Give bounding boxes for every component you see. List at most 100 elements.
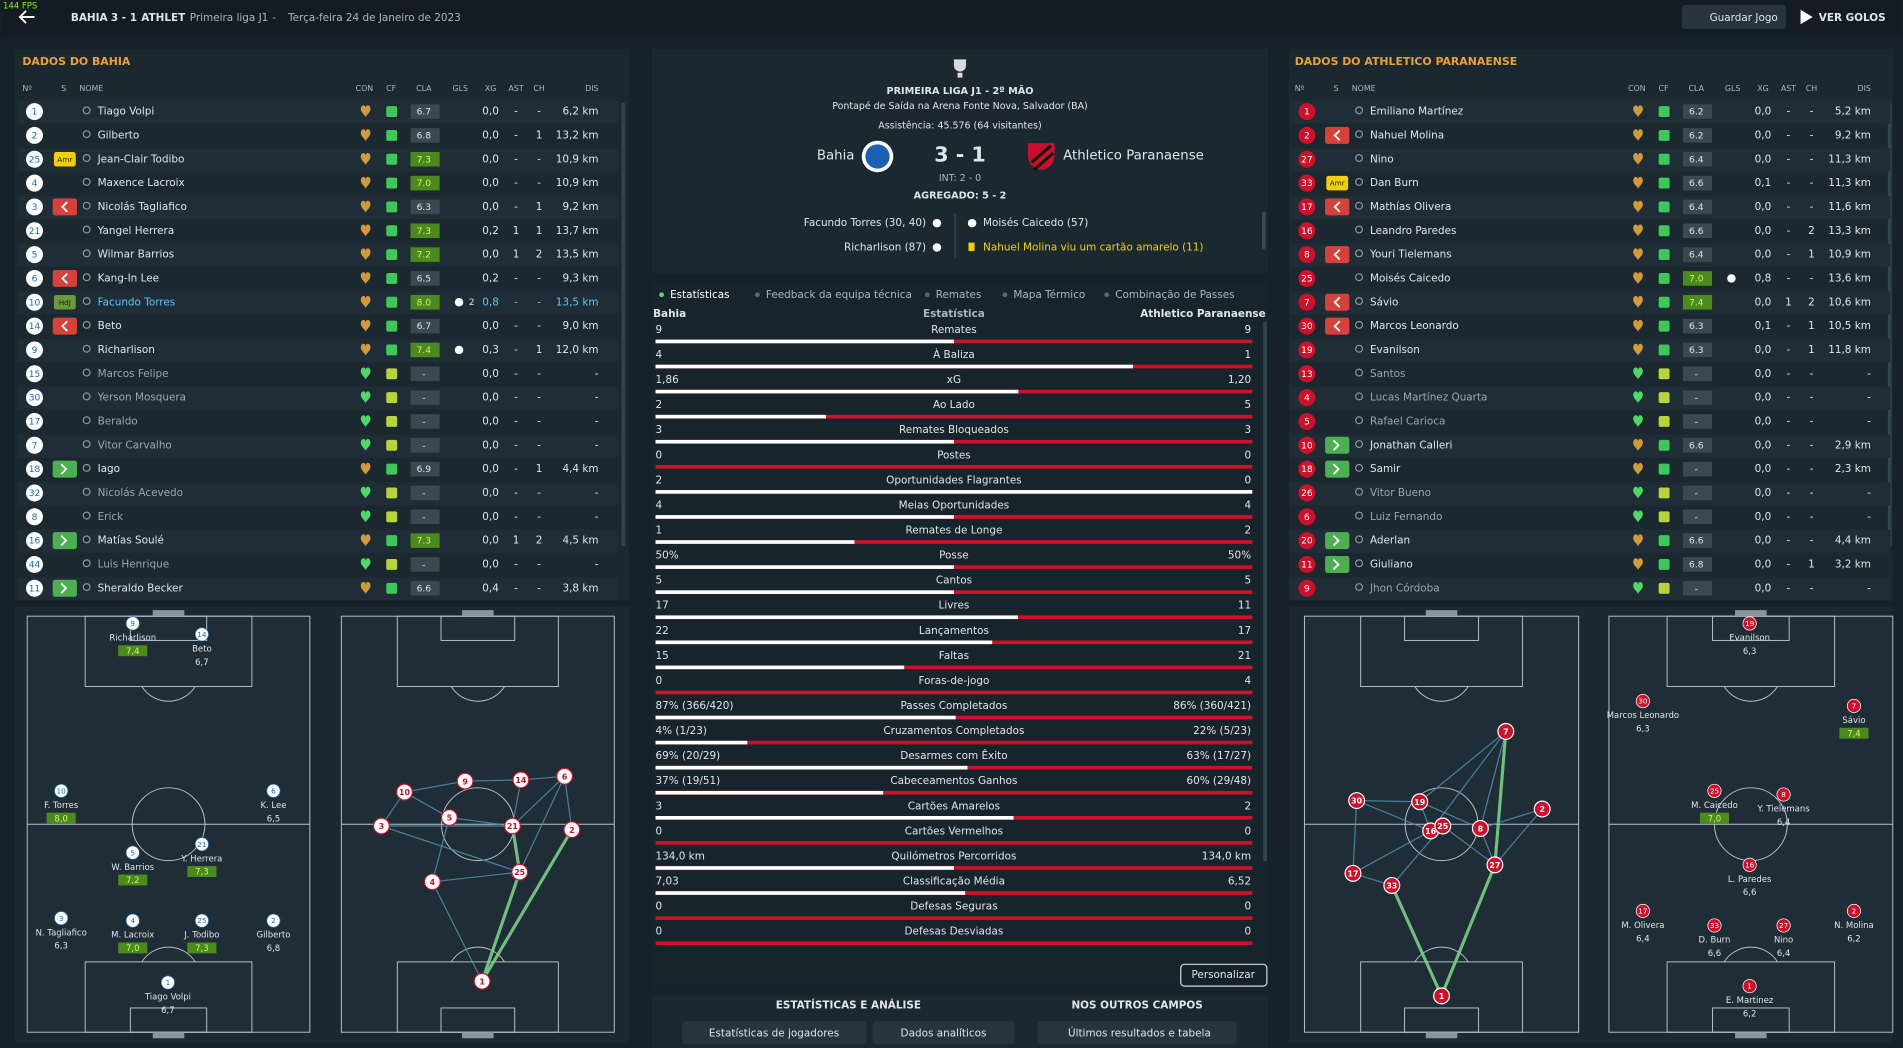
player-name[interactable]: Emiliano Martínez — [1370, 106, 1464, 118]
xg: 0,0 — [1755, 344, 1772, 356]
goal — [152, 1032, 185, 1039]
player-name[interactable]: Youri Tielemans — [1369, 249, 1452, 261]
tab[interactable]: Mapa Térmico — [1013, 289, 1085, 301]
rating-box — [410, 151, 440, 167]
fitness-box — [386, 201, 398, 213]
player-name[interactable]: Giuliano — [1370, 558, 1413, 570]
save-label[interactable]: Guardar Jogo — [1710, 12, 1778, 24]
player-marker-number: 2 — [271, 916, 276, 925]
xg: 0,0 — [1755, 511, 1772, 523]
player-name[interactable]: Luis Henrique — [98, 558, 170, 570]
stat-name: Cartões Vermelhos — [905, 825, 1003, 837]
player-name[interactable]: Rafael Carioca — [1370, 415, 1445, 427]
stat-home: 0 — [656, 825, 663, 837]
assists: - — [1787, 225, 1791, 237]
player-name[interactable]: Kang-In Lee — [98, 272, 159, 284]
assists: 1 — [513, 535, 520, 547]
player-name[interactable]: Tiago Volpi — [97, 106, 155, 118]
player-name[interactable]: Evanilson — [1370, 344, 1420, 356]
player-name[interactable]: Gilberto — [98, 129, 140, 141]
player-name[interactable]: Dan Burn — [1370, 177, 1419, 189]
assists: - — [1787, 368, 1791, 380]
button-label[interactable]: Últimos resultados e tabela — [1068, 1026, 1211, 1039]
player-marker-number: 14 — [197, 630, 207, 639]
player-name[interactable]: Santos — [1370, 368, 1406, 380]
customize-label[interactable]: Personalizar — [1192, 969, 1256, 981]
player-name[interactable]: Aderlan — [1370, 535, 1410, 547]
row-stripe — [17, 529, 618, 553]
rating-box — [410, 581, 440, 596]
button-label[interactable]: Dados analíticos — [901, 1027, 987, 1039]
player-name[interactable]: Samir — [1370, 463, 1401, 475]
rating-box — [410, 461, 440, 477]
player-name[interactable]: Sheraldo Becker — [98, 582, 184, 594]
assists: - — [514, 558, 518, 570]
player-name[interactable]: Wilmar Barrios — [98, 249, 175, 261]
player-name[interactable]: Mathías Olivera — [1370, 201, 1451, 213]
player-name[interactable]: Leandro Paredes — [1370, 225, 1457, 237]
player-name[interactable]: Marcos Felipe — [98, 368, 169, 380]
player-name[interactable]: Richarlison — [98, 344, 155, 356]
player-name[interactable]: Beto — [98, 320, 122, 332]
tab[interactable]: Combinação de Passes — [1115, 289, 1234, 301]
player-name[interactable]: Vitor Carvalho — [98, 439, 172, 451]
results-button[interactable] — [1037, 1021, 1237, 1045]
player-name[interactable]: Erick — [98, 511, 124, 523]
stat-name: Livres — [939, 600, 970, 612]
rating-box — [1682, 581, 1713, 596]
network-node-number: 30 — [1351, 797, 1362, 806]
shirt-number-badge — [1298, 579, 1316, 597]
player-name[interactable]: Sávio — [1370, 296, 1398, 308]
player-name[interactable]: Matías Soulé — [98, 535, 164, 547]
network-node — [512, 771, 530, 789]
player-name[interactable]: Maxence Lacroix — [98, 177, 185, 189]
player-name[interactable]: Nicolás Acevedo — [98, 487, 183, 499]
play-icon[interactable] — [1800, 9, 1813, 25]
players-stats-button[interactable] — [682, 1021, 867, 1045]
player-name[interactable]: Jonathan Calleri — [1369, 439, 1453, 451]
rating-box — [1682, 509, 1713, 525]
player-name[interactable]: Facundo Torres — [98, 296, 176, 308]
distance: 13,7 km — [556, 225, 599, 237]
xg: 0,0 — [1755, 535, 1772, 547]
customize-button[interactable] — [1180, 963, 1268, 987]
chances: - — [1810, 535, 1814, 547]
save-button[interactable] — [1681, 4, 1787, 30]
chances: 2 — [1808, 296, 1815, 308]
player-name[interactable]: Nahuel Molina — [1370, 129, 1444, 141]
competition: PRIMEIRA LIGA J1 - 2º MÃO — [886, 84, 1033, 97]
player-name[interactable]: Nino — [1370, 153, 1394, 165]
player-name[interactable]: Moisés Caicedo — [1370, 272, 1451, 284]
stat-home: 17 — [656, 600, 669, 612]
tab[interactable]: Estatísticas — [670, 289, 729, 301]
tab[interactable]: Feedback da equipa técnica — [766, 289, 912, 301]
stat-away: 22% (5/23) — [1193, 725, 1251, 737]
substitution-badge — [52, 317, 77, 335]
player-name[interactable]: Yangel Herrera — [97, 225, 175, 237]
button-label[interactable]: Estatísticas de jogadores — [709, 1027, 839, 1039]
player-name[interactable]: Nicolás Tagliafico — [98, 201, 187, 213]
network-node-number: 5 — [447, 814, 452, 823]
rating-box — [1682, 461, 1713, 477]
shirt-number-badge — [1298, 555, 1316, 573]
player-name[interactable]: Marcos Leonardo — [1370, 320, 1459, 332]
rating: - — [422, 513, 425, 523]
column-header: CH — [533, 84, 544, 93]
goal — [1735, 610, 1767, 617]
player-name[interactable]: Jean-Clair Todibo — [97, 153, 185, 165]
player-name[interactable]: Iago — [98, 463, 120, 475]
player-name[interactable]: Luiz Fernando — [1370, 511, 1442, 523]
player-marker-rating: 6,7 — [195, 658, 209, 668]
player-name[interactable]: Vitor Bueno — [1370, 487, 1431, 499]
stat-name: Ao Lado — [933, 399, 975, 411]
back-button[interactable] — [18, 10, 35, 24]
goals-label[interactable]: VER GOLOS — [1819, 12, 1886, 24]
player-name[interactable]: Beraldo — [98, 415, 138, 427]
player-name[interactable]: Jhon Córdoba — [1369, 582, 1440, 594]
player-marker-name: E. Martinez — [1726, 996, 1774, 1006]
tab[interactable]: Remates — [936, 289, 982, 301]
player-marker-number: 33 — [1710, 921, 1720, 930]
player-name[interactable]: Yerson Mosquera — [97, 392, 187, 404]
player-name[interactable]: Lucas Martínez Quarta — [1370, 392, 1488, 404]
analytics-button[interactable] — [872, 1021, 1015, 1045]
